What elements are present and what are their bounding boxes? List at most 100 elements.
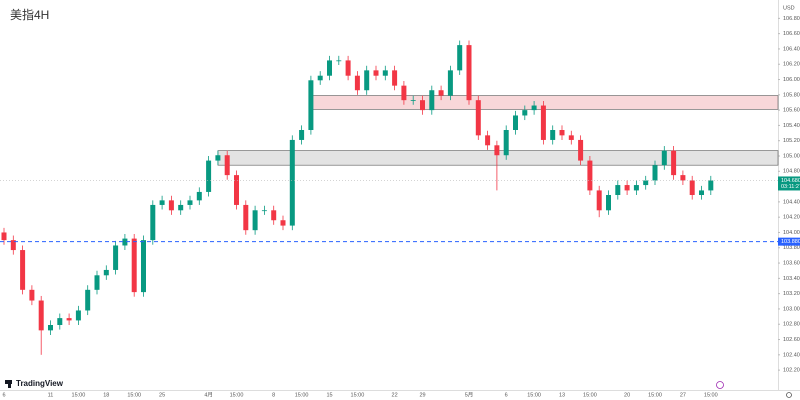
x-tick-label: 15:00 — [583, 392, 597, 398]
y-tick-label: 103.200 — [783, 291, 800, 297]
candle-body — [540, 105, 546, 140]
candle-body — [206, 160, 212, 192]
candle-body — [503, 130, 509, 156]
x-tick-label: 15:00 — [648, 392, 662, 398]
candle-body — [466, 45, 472, 101]
x-tick-label: 25 — [159, 392, 165, 398]
candle-body — [327, 60, 332, 76]
candle-body — [94, 275, 100, 290]
y-tick-label: 105.600 — [783, 108, 800, 114]
y-tick-label: 103.000 — [783, 306, 800, 312]
level-label: 103.880 — [781, 239, 800, 245]
x-tick-label: 5月 — [465, 391, 474, 398]
candle-body — [671, 150, 677, 176]
candle-body — [159, 200, 165, 205]
candle-body — [215, 155, 221, 161]
candle-body — [234, 175, 239, 205]
candle-body — [122, 238, 128, 246]
candle-body — [168, 200, 174, 211]
x-tick-label: 4月 — [204, 391, 213, 398]
candle-body — [531, 105, 537, 111]
y-tick-label: 104.800 — [783, 169, 800, 175]
candle-body — [271, 210, 277, 221]
candle-body — [652, 165, 658, 181]
candle-body — [178, 204, 184, 211]
y-tick-label: 102.400 — [783, 352, 800, 358]
candle-body — [578, 139, 584, 161]
level-tag — [778, 237, 800, 246]
candle-body — [103, 269, 109, 276]
candle-body — [624, 185, 630, 191]
candle-body — [568, 135, 574, 140]
y-tick-label: 104.400 — [783, 199, 800, 205]
candle-body — [141, 240, 146, 293]
x-tick-label: 15:00 — [72, 392, 86, 398]
candle-body — [522, 110, 528, 116]
x-tick-label: 8 — [272, 392, 275, 398]
event-icon[interactable] — [716, 381, 724, 389]
chart-title: 美指4H — [10, 7, 49, 22]
candle-body — [373, 70, 379, 76]
x-tick-label: 15:00 — [351, 392, 365, 398]
candle-body — [615, 185, 621, 195]
candle-body — [680, 175, 686, 181]
x-tick-label: 18 — [103, 392, 109, 398]
candle-body — [550, 130, 556, 140]
candle-body — [336, 60, 342, 62]
y-tick-label: 102.800 — [783, 322, 800, 328]
y-tick-label: 106.400 — [783, 46, 800, 52]
candle-body — [457, 45, 463, 71]
candle-body — [364, 70, 370, 91]
candle-body — [317, 75, 323, 81]
candle-body — [57, 318, 63, 325]
x-tick-label: 15:00 — [127, 392, 141, 398]
candle-body — [243, 204, 249, 231]
x-tick-label: 15:00 — [230, 392, 244, 398]
candle-body — [401, 85, 407, 101]
y-tick-label: 106.600 — [783, 31, 800, 37]
x-tick-label: 15:00 — [295, 392, 309, 398]
y-tick-label: 103.600 — [783, 261, 800, 267]
candle-body — [131, 238, 137, 293]
y-tick-label: 106.200 — [783, 62, 800, 68]
x-tick-label: 29 — [419, 392, 425, 398]
x-tick-label: 15:00 — [527, 392, 541, 398]
candle-body — [66, 318, 72, 321]
y-tick-label: 104.200 — [783, 215, 800, 221]
candle-body — [606, 195, 611, 211]
y-tick-label: 103.800 — [783, 245, 800, 251]
candle-body — [187, 200, 193, 205]
x-tick-label: 15 — [326, 392, 332, 398]
candle-body — [689, 180, 695, 195]
candle-body — [559, 130, 565, 136]
candle-body — [420, 100, 425, 111]
x-tick-label: 11 — [48, 392, 54, 398]
y-tick-label: 102.600 — [783, 337, 800, 343]
settings-icon[interactable] — [786, 392, 792, 398]
candle-body — [38, 300, 44, 331]
candle-body — [150, 204, 156, 241]
candle-body — [308, 80, 314, 130]
x-tick-label: 20 — [624, 392, 630, 398]
candle-body — [280, 220, 286, 226]
candle-body — [10, 240, 16, 251]
y-tick-label: 105.400 — [783, 123, 800, 129]
candle-body — [587, 160, 593, 191]
candle-body — [113, 245, 119, 270]
y-tick-label: 105.800 — [783, 92, 800, 98]
candle-body — [85, 289, 91, 311]
candle-body — [252, 210, 258, 231]
y-tick-label: 105.200 — [783, 138, 800, 144]
candle-body — [633, 185, 639, 191]
logo: TradingView — [5, 379, 64, 388]
x-tick-label: 27 — [680, 392, 686, 398]
candle-body — [475, 100, 481, 136]
candle-body — [1, 232, 7, 241]
candle-body — [410, 100, 416, 101]
candle-body — [392, 70, 398, 86]
candle-body — [708, 180, 714, 191]
candle-body — [289, 139, 295, 226]
candle-body — [196, 191, 202, 201]
candle-body — [354, 75, 360, 91]
